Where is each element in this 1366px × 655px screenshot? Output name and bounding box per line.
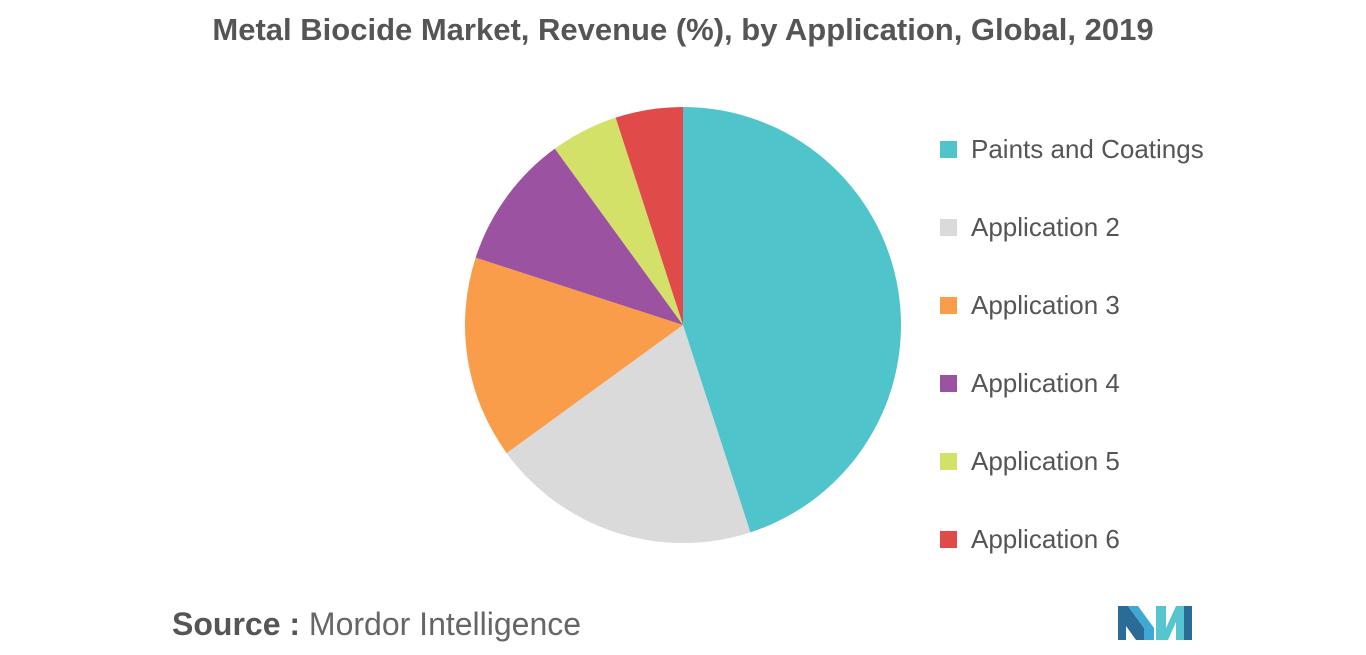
pie-slice-6 — [615, 107, 683, 325]
legend-label: Application 2 — [971, 211, 1120, 242]
source-text: Mordor Intelligence — [308, 606, 582, 642]
legend-swatch — [940, 296, 957, 314]
legend-label: Application 4 — [971, 367, 1120, 398]
legend-label: Paints and Coatings — [971, 133, 1204, 164]
legend-swatch — [940, 452, 957, 470]
source-note: Source : Mordor Intelligence — [172, 606, 581, 643]
legend-item: Application 6 — [940, 500, 1204, 578]
legend: Paints and Coatings Application 2 Applicat… — [940, 110, 1204, 578]
legend-swatch — [940, 374, 957, 392]
pie-slice-1 — [683, 107, 901, 533]
pie-slice-5 — [554, 117, 683, 325]
legend-item: Application 2 — [940, 188, 1204, 266]
legend-label: Application 6 — [971, 523, 1120, 554]
legend-label: Application 3 — [971, 289, 1120, 320]
legend-item: Application 4 — [940, 344, 1204, 422]
pie-slice-4 — [475, 148, 683, 325]
chart-title: Metal Biocide Market, Revenue (%), by Ap… — [212, 12, 1154, 47]
legend-item: Application 3 — [940, 266, 1204, 344]
legend-item: Application 5 — [940, 422, 1204, 500]
mordor-intelligence-logo — [1118, 606, 1192, 640]
pie-slice-3 — [465, 257, 683, 454]
legend-item: Paints and Coatings — [940, 110, 1204, 188]
legend-label: Application 5 — [971, 445, 1120, 476]
legend-swatch — [940, 530, 957, 548]
legend-swatch — [940, 140, 957, 158]
legend-swatch — [940, 218, 957, 236]
pie-slice-2 — [506, 325, 751, 543]
source-label: Source : — [172, 606, 301, 642]
